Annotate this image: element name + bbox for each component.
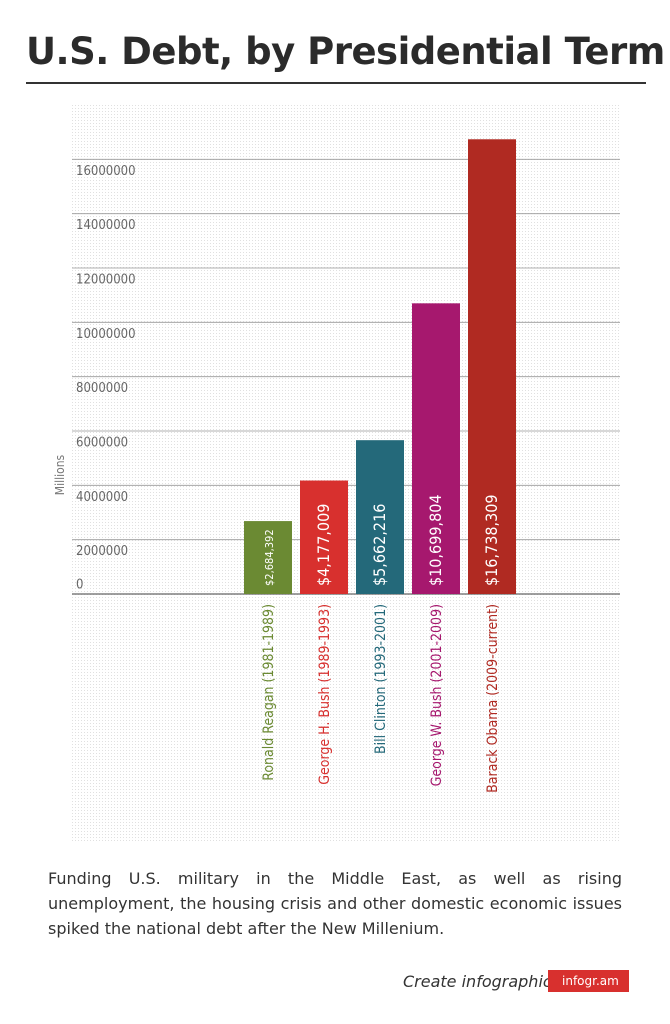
bar (300, 480, 348, 594)
bar (244, 521, 292, 594)
chart: Millions 0 2000000 4000000 6000000 8000000 10… (53, 105, 620, 843)
value-label: $16,738,309 (482, 494, 501, 586)
value-label: $5,662,216 (370, 504, 389, 586)
value-label: $10,699,804 (426, 494, 445, 586)
y-tick-label: 4000000 (76, 490, 128, 505)
footer-cta[interactable]: Create infographics (403, 972, 561, 991)
y-axis-label: Millions (53, 454, 67, 495)
chart-title: U.S. Debt, by Presidential Term (26, 30, 665, 73)
y-tick-label: 10000000 (76, 327, 136, 342)
title-rule (26, 82, 646, 84)
y-tick-label: 12000000 (76, 273, 136, 288)
bar (412, 303, 460, 594)
footer-brand[interactable]: infogr.am (548, 970, 629, 992)
value-label: $2,684,392 (263, 529, 276, 586)
bar (468, 139, 516, 594)
y-tick-label: 8000000 (76, 381, 128, 396)
description: Funding U.S. military in the Middle East… (48, 869, 622, 938)
x-tick-label: Bill Clinton (1993-2001) (373, 604, 389, 754)
y-tick-label: 0 (76, 578, 83, 593)
y-tick-label: 16000000 (76, 164, 136, 179)
plot-background (72, 105, 620, 843)
value-label: $4,177,009 (314, 504, 333, 586)
x-tick-label: Ronald Reagan (1981-1989) (261, 604, 277, 781)
x-tick-label: Barack Obama (2009-current) (485, 604, 501, 793)
bar (356, 440, 404, 594)
y-tick-label: 14000000 (76, 218, 136, 233)
x-tick-label: George W. Bush (2001-2009) (429, 604, 445, 786)
y-tick-label: 2000000 (76, 544, 128, 559)
y-tick-label: 6000000 (76, 436, 128, 451)
x-tick-label: George H. Bush (1989-1993) (317, 604, 333, 785)
